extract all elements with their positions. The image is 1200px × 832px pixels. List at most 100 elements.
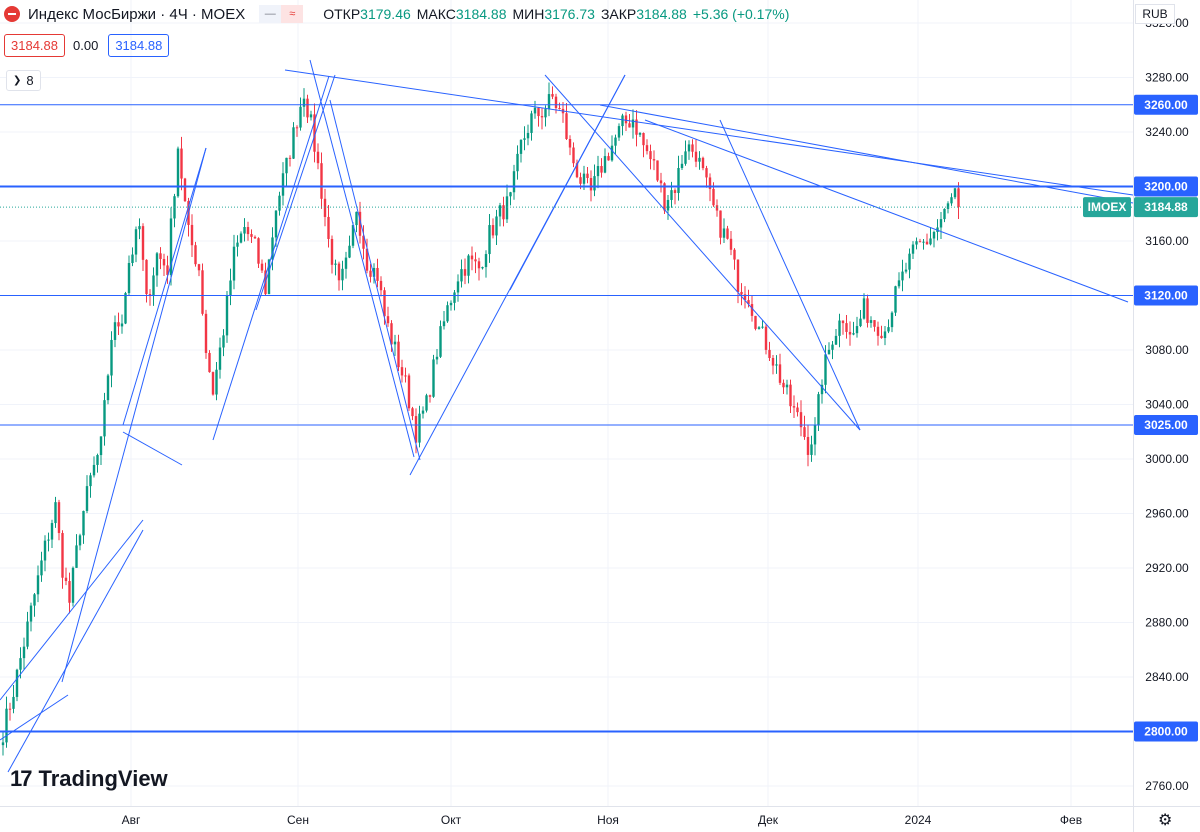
candle-body [418, 413, 421, 443]
trend-line [599, 104, 1134, 204]
buy-price-button[interactable]: 3184.88 [108, 34, 170, 57]
candle-body [106, 375, 110, 401]
candle-up [621, 113, 624, 136]
candle-down [428, 394, 432, 403]
candle-up [341, 260, 344, 291]
candle-up [603, 148, 607, 174]
currency-selector[interactable]: RUB [1135, 4, 1175, 24]
candle-body [145, 259, 148, 295]
candle-up [78, 533, 82, 551]
candle-up [232, 234, 236, 290]
candle-body [495, 216, 498, 236]
candle-up [43, 535, 47, 572]
level-price-tag: 3120.00 [1134, 285, 1198, 306]
candle-up [631, 109, 635, 139]
trend-line [255, 74, 336, 311]
candle-up [761, 320, 764, 329]
candle-up [677, 155, 680, 201]
candle-body [89, 475, 92, 487]
watermark-text: TradingView [38, 766, 168, 791]
candle-body [362, 235, 365, 249]
candle-body [799, 412, 803, 428]
sell-price-button[interactable]: 3184.88 [4, 34, 65, 57]
candle-body [400, 367, 404, 376]
candle-down [208, 350, 211, 373]
candle-down [379, 276, 383, 297]
candle-body [421, 410, 425, 414]
candle-down [705, 165, 708, 188]
candle-body [453, 292, 456, 303]
dash-icon[interactable]: — [259, 5, 282, 23]
candle-up [82, 510, 85, 544]
price-tick-label: 3080.00 [1145, 343, 1189, 357]
symbol-title[interactable]: Индекс МосБиржи · 4Ч · MOEX [28, 5, 246, 23]
candle-down [652, 150, 656, 171]
candle-body [78, 535, 82, 546]
candle-body [253, 236, 257, 239]
chart-header: Индекс МосБиржи · 4Ч · MOEX — ≈ ОТКР 3179… [0, 0, 789, 28]
candle-body [789, 384, 792, 407]
candle-down [141, 223, 145, 271]
candle-body [670, 190, 673, 200]
current-price-tag: IMOEX 3184.88 [1083, 197, 1198, 218]
candle-body [715, 205, 719, 211]
candle-body [131, 254, 134, 263]
candle-body [883, 331, 887, 339]
candle-body [897, 280, 901, 287]
candle-up [915, 237, 918, 250]
candle-down [771, 354, 775, 375]
candle-up [222, 329, 225, 357]
wave-icon[interactable]: ≈ [281, 5, 304, 23]
trend-line [122, 431, 183, 466]
candle-body [169, 218, 173, 275]
candle-body [810, 444, 813, 455]
quote-row: 3184.88 0.00 3184.88 [4, 34, 170, 57]
candle-body [512, 171, 516, 193]
time-tick-label: Окт [441, 813, 462, 827]
low-label: МИН [512, 6, 545, 22]
gear-icon[interactable]: ⚙ [1158, 812, 1173, 829]
candle-body [309, 114, 313, 118]
candle-up [29, 602, 33, 632]
candle-up [110, 331, 113, 388]
candle-body [162, 258, 166, 266]
candle-body [726, 228, 729, 239]
candle-up [897, 272, 901, 289]
candle-body [565, 113, 568, 140]
candle-body [705, 168, 708, 178]
candle-body [320, 163, 323, 199]
indicators-toggle[interactable]: ❯ 8 [6, 70, 41, 91]
candle-body [12, 696, 15, 709]
candle-up [638, 132, 642, 137]
candle-up [50, 519, 54, 548]
candle-body [614, 137, 617, 146]
candle-body [232, 246, 236, 281]
candle-body [96, 455, 99, 465]
level-tag-text: 3120.00 [1144, 289, 1188, 303]
symbol-tag-text: IMOEX [1088, 200, 1127, 214]
chart-style-toggle[interactable]: — ≈ [259, 5, 304, 23]
candle-down [600, 158, 603, 178]
candle-down [159, 247, 162, 270]
candle-body [656, 160, 659, 181]
candle-body [467, 255, 470, 276]
candle-up [22, 637, 26, 670]
candle-up [950, 193, 953, 206]
candle-body [1, 742, 5, 746]
candle-body [621, 115, 624, 127]
level-price-tag: 3200.00 [1134, 176, 1198, 197]
candle-body [691, 144, 694, 152]
candle-down [691, 139, 694, 158]
candle-up [785, 379, 789, 395]
candle-body [208, 352, 211, 373]
candle-body [589, 177, 593, 191]
candle-up [106, 373, 110, 405]
candle-body [855, 326, 859, 334]
candle-up [530, 110, 533, 141]
candle-down [743, 286, 747, 309]
candle-down [61, 530, 64, 589]
time-axis: Авг Сен Окт Ноя Дек 2024 Фев [122, 813, 1082, 827]
candle-up [943, 208, 946, 223]
